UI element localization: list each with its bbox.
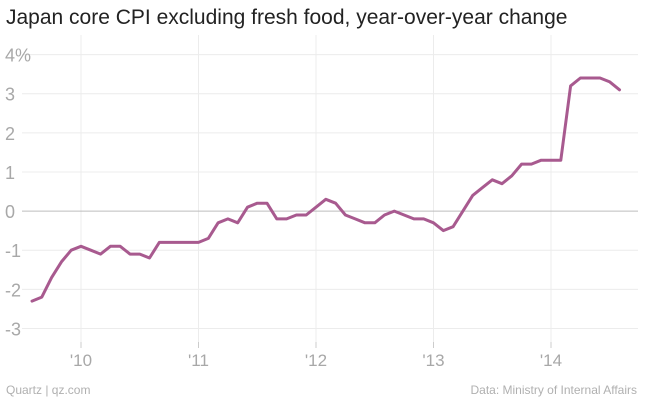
y-tick-label: 3 xyxy=(5,85,15,105)
y-tick-label: -1 xyxy=(5,241,21,261)
x-axis: '10 '11 '12 '13 '14 xyxy=(70,342,562,370)
x-tick-label: '13 xyxy=(422,351,444,370)
y-axis: 4% 3 2 1 0 -1 -2 -3 xyxy=(5,46,31,340)
gridlines xyxy=(22,35,638,348)
series-line xyxy=(30,76,621,303)
y-tick-label: 1 xyxy=(5,163,15,183)
y-tick-label: 4% xyxy=(5,46,31,66)
data-source: Data: Ministry of Internal Affairs xyxy=(470,383,637,397)
y-tick-label: 0 xyxy=(5,202,15,222)
chart-title: Japan core CPI excluding fresh food, yea… xyxy=(6,6,568,29)
x-tick-label: '11 xyxy=(188,351,209,370)
x-tick-label: '14 xyxy=(540,351,562,370)
x-tick-label: '10 xyxy=(70,351,92,370)
y-tick-label: -3 xyxy=(5,319,21,339)
x-tick-label: '12 xyxy=(305,351,327,370)
y-tick-label: -2 xyxy=(5,280,21,300)
y-tick-label: 2 xyxy=(5,124,15,144)
source-credit: Quartz | qz.com xyxy=(6,383,91,397)
